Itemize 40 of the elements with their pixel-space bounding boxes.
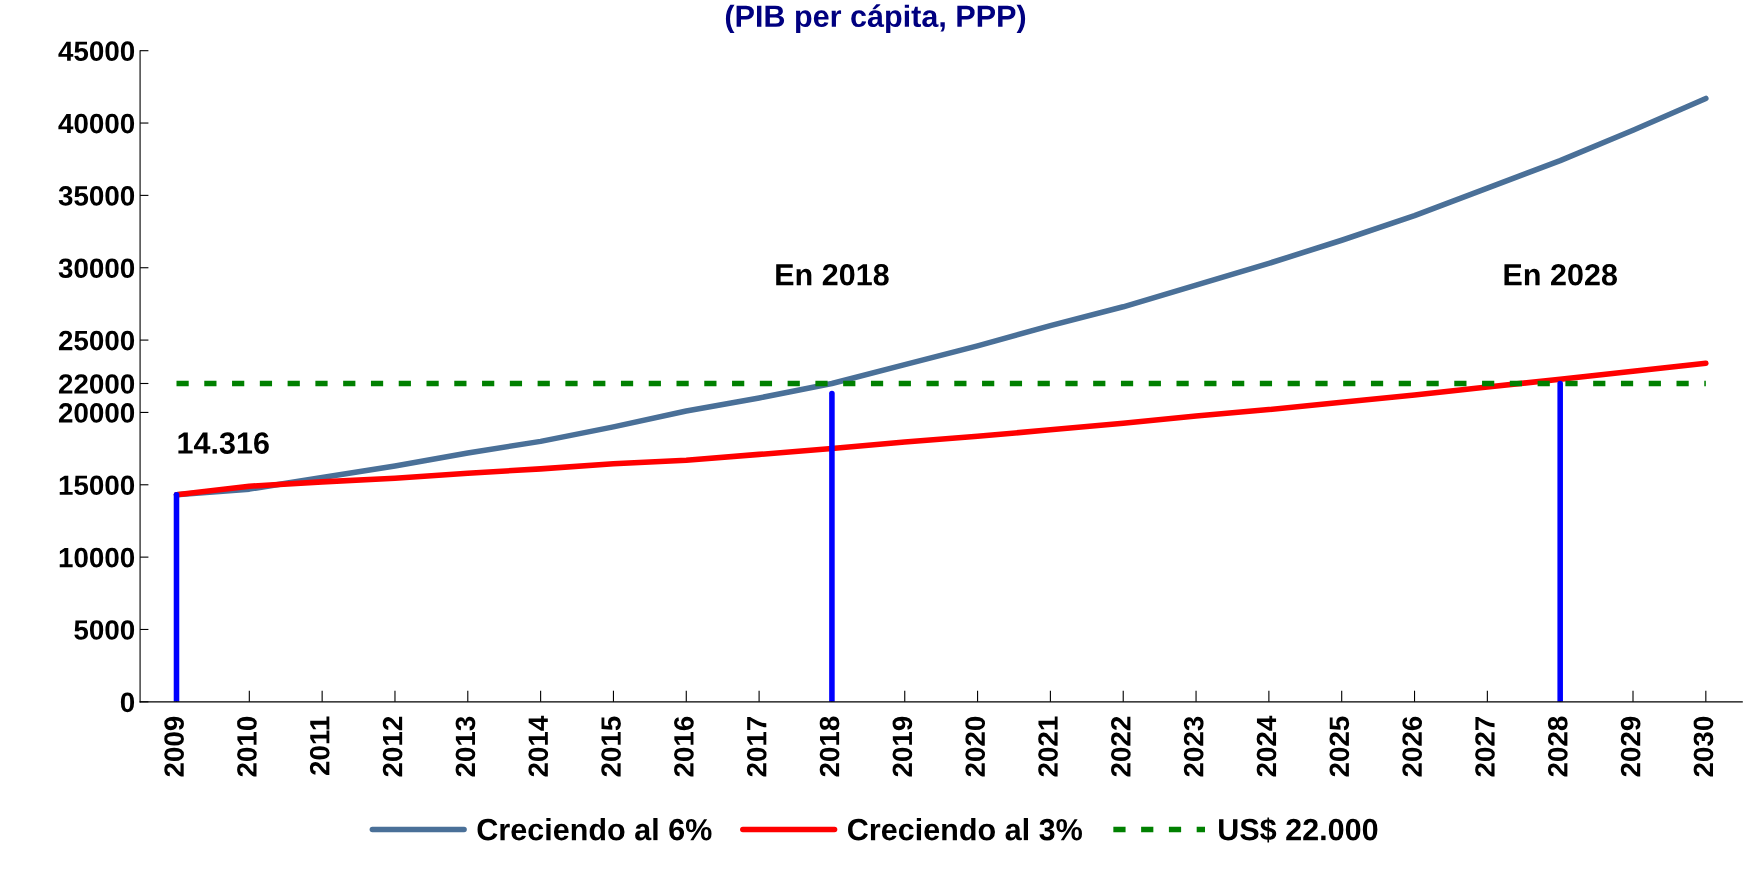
legend-label: Creciendo al 6% (477, 818, 712, 841)
annotation: 14.316 (178, 432, 269, 454)
x-tick-label: 2021 (1038, 716, 1058, 777)
x-tick-label: 2011 (309, 716, 330, 776)
y-tick-label: 5000 (74, 620, 135, 640)
chart-title: (PIB per cápita, PPP) (725, 4, 1026, 34)
x-tick-label: 2010 (237, 716, 257, 777)
x-tick-label: 2022 (1111, 716, 1131, 777)
y-tick-label: 45000 (58, 41, 135, 62)
x-tick-label: 2023 (1183, 716, 1204, 777)
x-tick-label: 2024 (1256, 715, 1277, 777)
x-tick-label: 2027 (1475, 716, 1495, 777)
x-tick-label: 2028 (1547, 716, 1568, 777)
annotation: En 2018 (776, 263, 889, 286)
y-tick-label: 15000 (59, 475, 135, 496)
annotation: En 2028 (1504, 263, 1617, 286)
x-tick-label: 2014 (528, 715, 549, 777)
x-tick-label: 2030 (1693, 716, 1714, 777)
x-tick-label: 2012 (382, 716, 403, 777)
y-tick-label: 22000 (58, 374, 135, 394)
y-tick-label: 35000 (58, 186, 135, 206)
x-tick-label: 2020 (965, 716, 986, 777)
x-tick-label: 2025 (1329, 716, 1350, 777)
y-tick-label: 20000 (58, 403, 135, 423)
x-tick-label: 2016 (674, 716, 694, 777)
x-tick-label: 2026 (1402, 716, 1422, 777)
legend-label: US$ 22.000 (1219, 817, 1378, 843)
x-tick-label: 2018 (819, 716, 840, 777)
x-tick-label: 2017 (746, 716, 767, 777)
y-tick-label: 0 (120, 692, 135, 713)
y-tick-label: 25000 (58, 330, 135, 351)
y-tick-label: 10000 (59, 547, 135, 568)
x-tick-label: 2029 (1620, 716, 1641, 777)
y-tick-label: 40000 (58, 113, 135, 134)
x-tick-label: 2015 (601, 716, 621, 777)
x-tick-label: 2013 (455, 716, 476, 777)
legend-label: Creciendo al 3% (848, 818, 1082, 841)
x-tick-label: 2019 (892, 716, 913, 777)
y-tick-label: 30000 (58, 258, 135, 279)
x-tick-label: 2009 (164, 716, 184, 777)
